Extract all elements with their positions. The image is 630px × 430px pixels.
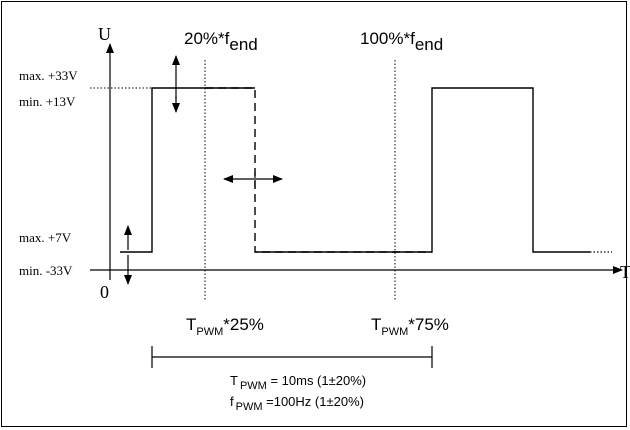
label-min-low: min. -33V — [19, 263, 73, 278]
y-axis-label: U — [98, 24, 111, 44]
duty-cycle-adjust-arrow — [223, 172, 283, 188]
label-max-high: max. +33V — [19, 68, 78, 83]
label-max-low: max. +7V — [19, 230, 72, 245]
period-marker-first: TPWM*25% — [186, 315, 264, 338]
frequency-formula: f PWM =100Hz (1±20%) — [230, 394, 364, 413]
pwm-waveform-dashed — [205, 87, 432, 253]
period-formula: T PWM = 10ms (1±20%) — [230, 373, 366, 392]
period-span-bracket — [151, 346, 433, 368]
origin-label: 0 — [100, 282, 109, 302]
frequency-marker-second: 100%*fend — [360, 29, 443, 54]
x-axis-label: T — [620, 262, 630, 282]
label-min-high: min. +13V — [19, 94, 76, 109]
period-marker-second: TPWM*75% — [371, 315, 449, 338]
pwm-waveform-solid — [120, 87, 590, 253]
frequency-marker-first: 20%*fend — [184, 29, 258, 54]
